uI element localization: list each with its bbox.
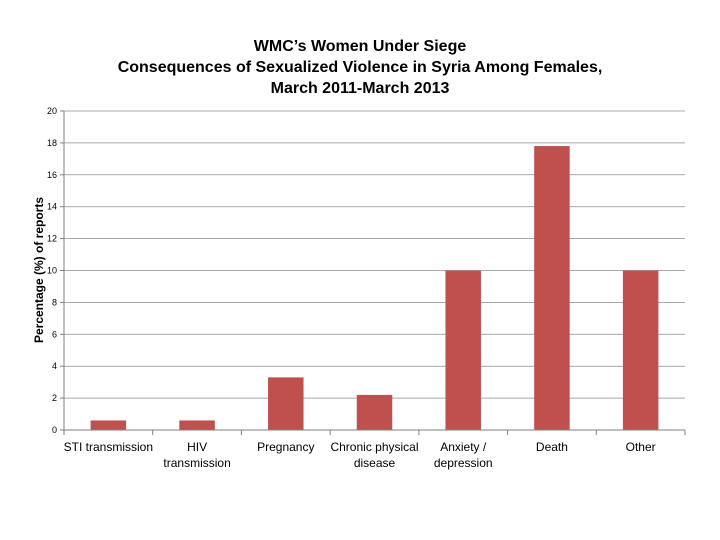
chart-title: WMC’s Women Under Siege Consequences of … xyxy=(118,38,603,97)
y-tick-label: 10 xyxy=(47,266,57,276)
y-tick-label: 4 xyxy=(52,361,57,371)
y-tick-label: 16 xyxy=(47,170,57,180)
gridlines xyxy=(64,110,685,399)
x-tick-label: STI transmission xyxy=(64,440,153,454)
chart-title-line-2: Consequences of Sexualized Violence in S… xyxy=(118,59,603,76)
y-tick-label: 12 xyxy=(47,234,57,244)
x-tick-label: Death xyxy=(536,440,568,454)
y-tick-label: 20 xyxy=(47,106,57,116)
y-tick-label: 8 xyxy=(52,297,57,307)
y-tick-label: 18 xyxy=(47,138,57,148)
y-tick-label: 0 xyxy=(52,425,57,435)
bar xyxy=(179,420,215,430)
x-tick-label: Other xyxy=(626,440,656,454)
axes xyxy=(60,110,686,435)
y-tick-label: 6 xyxy=(52,329,57,339)
bar xyxy=(268,377,304,430)
y-tick-label: 2 xyxy=(52,393,57,403)
bar xyxy=(445,270,481,430)
x-tick-label: disease xyxy=(354,456,396,470)
x-axis-labels: STI transmission HIV transmission Pregnancy… xyxy=(64,440,656,470)
chart-title-line-3: March 2011-March 2013 xyxy=(271,80,450,97)
y-axis-label: Percentage (%) of reports xyxy=(32,197,46,343)
y-axis-ticks: 0 2 4 6 8 10 12 14 16 18 20 xyxy=(47,106,57,435)
x-tick-label: Anxiety / xyxy=(440,440,487,454)
x-tick-label: depression xyxy=(434,456,493,470)
bars xyxy=(90,146,659,430)
chart-title-line-1: WMC’s Women Under Siege xyxy=(254,38,467,55)
x-tick-label: transmission xyxy=(163,456,230,470)
bar xyxy=(534,146,570,430)
x-tick-label: Pregnancy xyxy=(257,440,314,454)
x-tick-label: Chronic physical xyxy=(330,440,418,454)
bar xyxy=(622,270,659,430)
bar xyxy=(90,420,127,430)
x-tick-label: HIV xyxy=(187,440,207,454)
y-tick-label: 14 xyxy=(47,202,57,212)
bar xyxy=(356,394,393,430)
